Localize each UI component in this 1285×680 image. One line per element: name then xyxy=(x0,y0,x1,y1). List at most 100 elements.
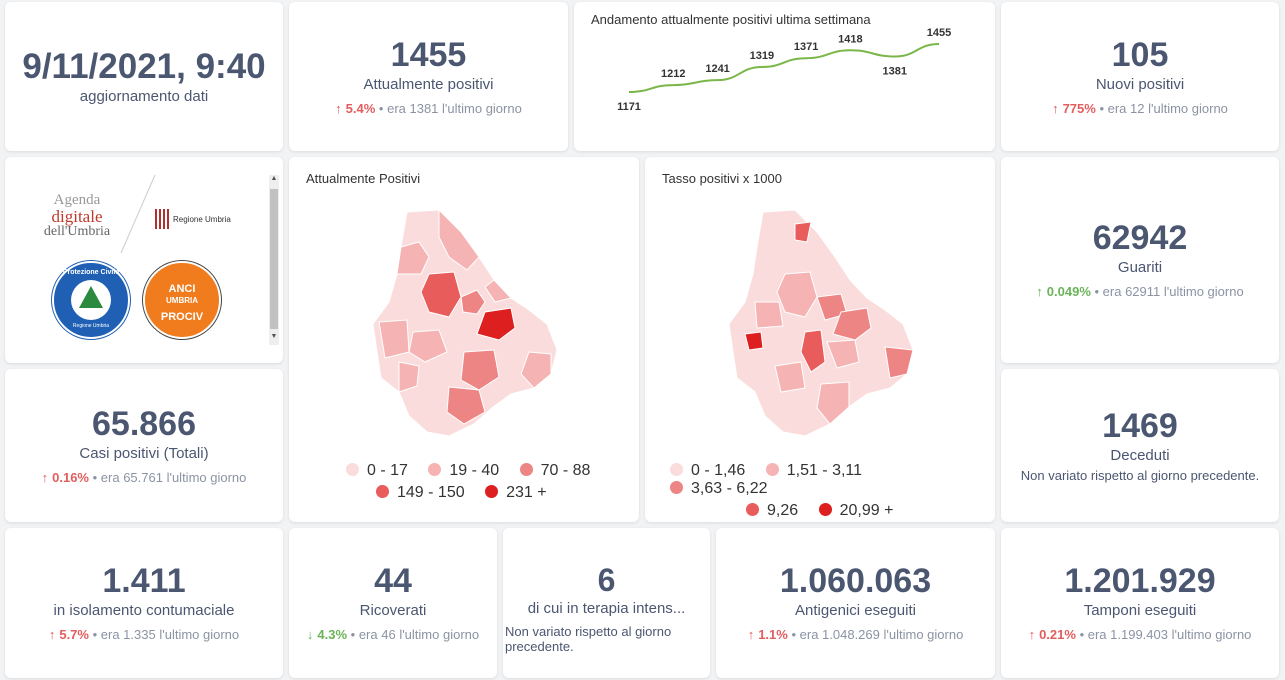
ricoverati-card: 44 Ricoverati ↓ 4.3% • era 46 l'ultimo gi… xyxy=(289,528,497,678)
trend-data-label: 1319 xyxy=(750,50,774,62)
arrow-up-icon: ↑ xyxy=(747,627,755,642)
arrow-up-icon: ↑ xyxy=(1052,100,1059,116)
arrow-up-icon: ↑ xyxy=(335,100,342,116)
arrow-up-icon: ↑ xyxy=(1036,284,1043,299)
deceduti-value: 1469 xyxy=(1102,406,1178,445)
casi-pct: 0.16% xyxy=(52,469,89,485)
update-label: aggiornamento dati xyxy=(79,87,209,105)
nuovi-label: Nuovi positivi xyxy=(1095,75,1185,93)
trend-data-label: 1455 xyxy=(927,27,951,39)
tamponi-prev: • era 1.199.403 xyxy=(1079,627,1168,642)
legend-item: 231 + xyxy=(485,484,547,502)
legend-item: 20,99 + xyxy=(818,502,893,520)
map2-title: Tasso positivi x 1000 xyxy=(662,171,782,186)
isolamento-tail: l'ultimo giorno xyxy=(159,627,240,642)
guariti-delta: ↑ 0.049% • era 62911 l'ultimo giorno xyxy=(1036,284,1243,299)
guariti-pct: 0.049% xyxy=(1046,284,1091,299)
legend-item: 9,26 xyxy=(746,502,798,520)
casi-delta: ↑ 0.16% • era 65.761 l'ultimo giorno xyxy=(42,470,247,485)
terapia-label: di cui in terapia intens... xyxy=(527,600,686,617)
tamponi-delta: ↑ 0.21% • era 1.199.403 l'ultimo giorno xyxy=(1029,627,1252,642)
deceduti-card: 1469 Deceduti Non variato rispetto al gi… xyxy=(1001,369,1279,522)
map1-legend: 0 - 17 19 - 40 70 - 88 149 - 150 231 + xyxy=(346,462,636,502)
tamponi-label: Tamponi eseguiti xyxy=(1083,602,1197,619)
logos-scrollbar[interactable]: ▲ ▼ xyxy=(269,175,279,345)
update-card: 9/11/2021, 9:40 aggiornamento dati xyxy=(5,2,283,151)
guariti-prev: • era 62911 xyxy=(1094,284,1161,299)
anci-umbria-prociv-logo: ANCI UMBRIA PROCIV xyxy=(143,261,221,339)
legend-item: 0 - 1,46 xyxy=(670,462,745,480)
isolamento-prev: • era 1.335 xyxy=(92,627,156,642)
protezione-inner-icon xyxy=(71,280,111,320)
ricoverati-value: 44 xyxy=(374,562,412,600)
arrow-up-icon: ↑ xyxy=(1028,627,1036,642)
map-tasso-card: Tasso positivi x 1000 0 - 1,46 1,51 - 3,… xyxy=(645,157,995,522)
isolamento-label: in isolamento contumaciale xyxy=(53,602,235,619)
ricoverati-tail: l'ultimo giorno xyxy=(399,627,480,642)
map-attualmente-card: Attualmente Positivi 0 - 17 19 - 40 70 -… xyxy=(289,157,639,522)
antigenici-card: 1.060.063 Antigenici eseguiti ↑ 1.1% • er… xyxy=(716,528,995,678)
arrow-up-icon: ↑ xyxy=(41,469,49,485)
regione-crest-icon xyxy=(155,209,169,229)
attualmente-card: 1455 Attualmente positivi ↑ 5.4% • era 13… xyxy=(289,2,568,151)
legend-item: 3,63 - 6,22 xyxy=(670,480,768,498)
tamponi-pct: 0.21% xyxy=(1039,627,1076,642)
nuovi-delta: ↑ 775% • era 12 l'ultimo giorno xyxy=(1052,101,1228,116)
attualmente-tail: l'ultimo giorno xyxy=(442,100,522,116)
legend-item: 0 - 17 xyxy=(346,462,408,480)
trend-data-label: 1418 xyxy=(838,33,862,45)
antigenici-value: 1.060.063 xyxy=(779,562,932,600)
nuovi-prev: • era 12 xyxy=(1099,100,1145,116)
casi-prev: • era 65.761 xyxy=(92,469,163,485)
trend-data-label: 1371 xyxy=(794,41,818,53)
arrow-down-icon: ↓ xyxy=(306,627,314,642)
terapia-note: Non variato rispetto al giorno precedent… xyxy=(505,624,672,654)
isolamento-value: 1.411 xyxy=(102,562,186,600)
logo-divider xyxy=(120,174,156,254)
isolamento-pct: 5.7% xyxy=(59,627,89,642)
protezione-civile-logo: Protezione Civile Regione Umbria xyxy=(52,261,130,339)
trend-series-line xyxy=(628,43,940,93)
trend-title: Andamento attualmente positivi ultima se… xyxy=(591,12,871,27)
scroll-thumb[interactable] xyxy=(270,189,278,329)
map2-legend: 0 - 1,46 1,51 - 3,11 3,63 - 6,22 9,26 20… xyxy=(670,462,990,520)
casi-card: 65.866 Casi positivi (Totali) ↑ 0.16% • e… xyxy=(5,369,283,522)
attualmente-pct: 5.4% xyxy=(345,100,376,116)
map-attualmente-positivi[interactable] xyxy=(289,202,639,452)
scroll-up-icon[interactable]: ▲ xyxy=(270,175,278,182)
guariti-label: Guariti xyxy=(1117,259,1163,276)
logos-card: Agenda digitale dell'Umbria Regione Umbr… xyxy=(5,157,283,363)
isolamento-delta: ↑ 5.7% • era 1.335 l'ultimo giorno xyxy=(49,627,239,642)
attualmente-label: Attualmente positivi xyxy=(363,75,494,93)
casi-value: 65.866 xyxy=(92,404,196,443)
tamponi-value: 1.201.929 xyxy=(1064,562,1216,600)
attualmente-delta: ↑ 5.4% • era 1381 l'ultimo giorno xyxy=(335,101,522,116)
arrow-up-icon: ↑ xyxy=(48,627,56,642)
nuovi-card: 105 Nuovi positivi ↑ 775% • era 12 l'ulti… xyxy=(1001,2,1279,151)
map-tasso-positivi[interactable] xyxy=(645,202,995,452)
guariti-card: 62942 Guariti ↑ 0.049% • era 62911 l'ulti… xyxy=(1001,157,1279,363)
scroll-down-icon[interactable]: ▼ xyxy=(270,333,278,340)
nuovi-pct: 775% xyxy=(1062,100,1096,116)
attualmente-value: 1455 xyxy=(390,35,467,74)
isolamento-card: 1.411 in isolamento contumaciale ↑ 5.7% •… xyxy=(5,528,283,678)
ricoverati-prev: • era 46 xyxy=(350,627,396,642)
regione-umbria-logo: Regione Umbria xyxy=(155,209,231,229)
tamponi-card: 1.201.929 Tamponi eseguiti ↑ 0.21% • era … xyxy=(1001,528,1279,678)
attualmente-prev: • era 1381 xyxy=(378,100,439,116)
legend-item: 1,51 - 3,11 xyxy=(765,462,862,480)
antigenici-pct: 1.1% xyxy=(758,627,788,642)
casi-tail: l'ultimo giorno xyxy=(166,469,247,485)
antigenici-label: Antigenici eseguiti xyxy=(795,602,916,619)
terapia-card: 6 di cui in terapia intens... Non variat… xyxy=(503,528,710,678)
trend-data-label: 1171 xyxy=(617,101,641,113)
ricoverati-label: Ricoverati xyxy=(359,602,427,619)
casi-label: Casi positivi (Totali) xyxy=(79,444,209,462)
antigenici-prev: • era 1.048.269 xyxy=(791,627,880,642)
ricoverati-delta: ↓ 4.3% • era 46 l'ultimo giorno xyxy=(307,627,479,642)
guariti-tail: l'ultimo giorno xyxy=(1163,284,1244,299)
tamponi-tail: l'ultimo giorno xyxy=(1171,627,1252,642)
deceduti-label: Deceduti xyxy=(1110,446,1170,464)
ricoverati-pct: 4.3% xyxy=(317,627,348,642)
antigenici-tail: l'ultimo giorno xyxy=(883,627,964,642)
